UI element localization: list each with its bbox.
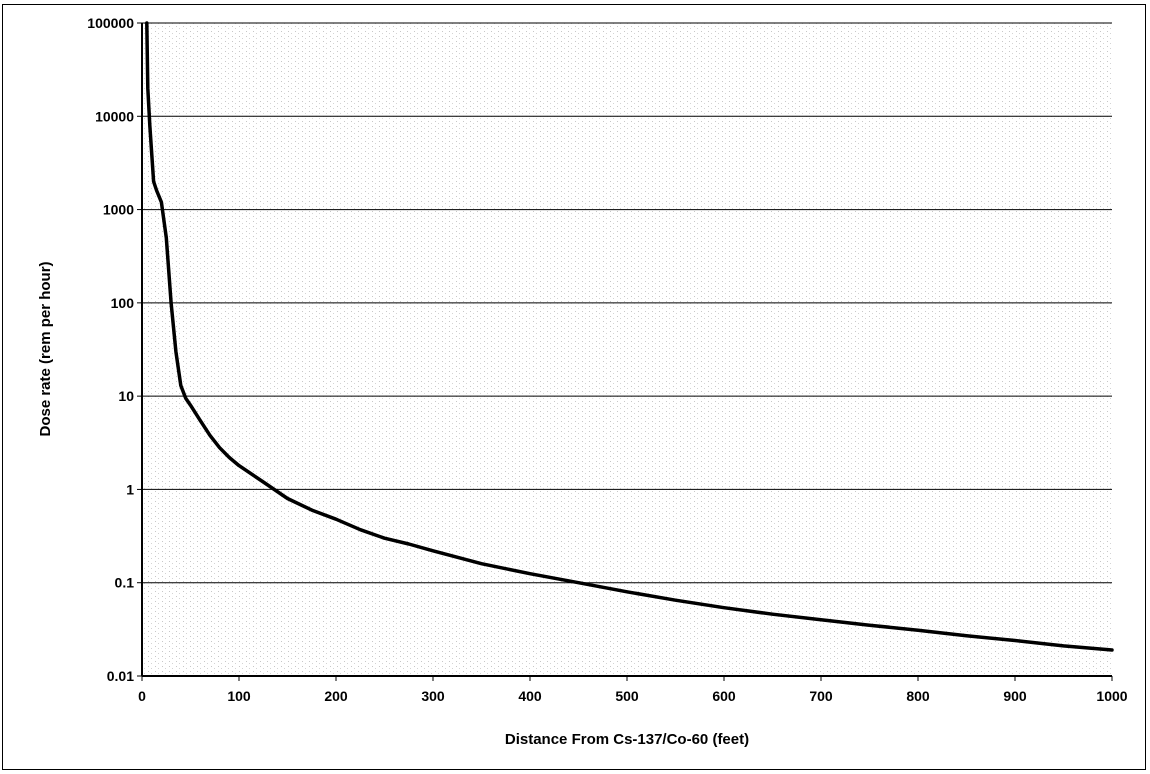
y-tick-label: 10	[118, 388, 134, 404]
x-tick-label: 600	[712, 688, 736, 704]
axes	[141, 23, 1112, 677]
y-axis-title: Dose rate (rem per hour)	[37, 261, 54, 436]
x-tick-labels: 0 100 200 300 400 500 600 700 800 900 1000	[138, 688, 1128, 704]
series-layer	[145, 21, 1114, 652]
y-tick-label: 10000	[95, 108, 134, 124]
x-tick-label: 0	[138, 688, 146, 704]
chart-frame	[2, 4, 1146, 770]
y-tick-label: 100	[111, 295, 135, 311]
y-tick-label: 0.01	[107, 668, 134, 684]
x-tick-label: 400	[518, 688, 542, 704]
y-tick-label: 1	[126, 481, 134, 497]
x-tick-label: 800	[906, 688, 930, 704]
gridlines	[137, 22, 1113, 681]
x-tick-label: 900	[1003, 688, 1027, 704]
y-tick-label: 1000	[103, 202, 134, 218]
x-tick-label: 200	[324, 688, 348, 704]
x-tick-label: 500	[615, 688, 639, 704]
y-tick-labels: 0.01 0.1 1 10 100 1000 10000 100000	[87, 15, 134, 684]
x-tick-label: 1000	[1096, 688, 1127, 704]
x-tick-label: 300	[421, 688, 445, 704]
series-line-0	[145, 21, 1114, 652]
plot-stipple	[142, 23, 1112, 676]
x-axis-title: Distance From Cs-137/Co-60 (feet)	[505, 731, 749, 748]
x-tick-label: 700	[809, 688, 833, 704]
x-tick-label: 100	[227, 688, 251, 704]
y-tick-label: 100000	[87, 15, 134, 31]
y-tick-label: 0.1	[115, 575, 135, 591]
